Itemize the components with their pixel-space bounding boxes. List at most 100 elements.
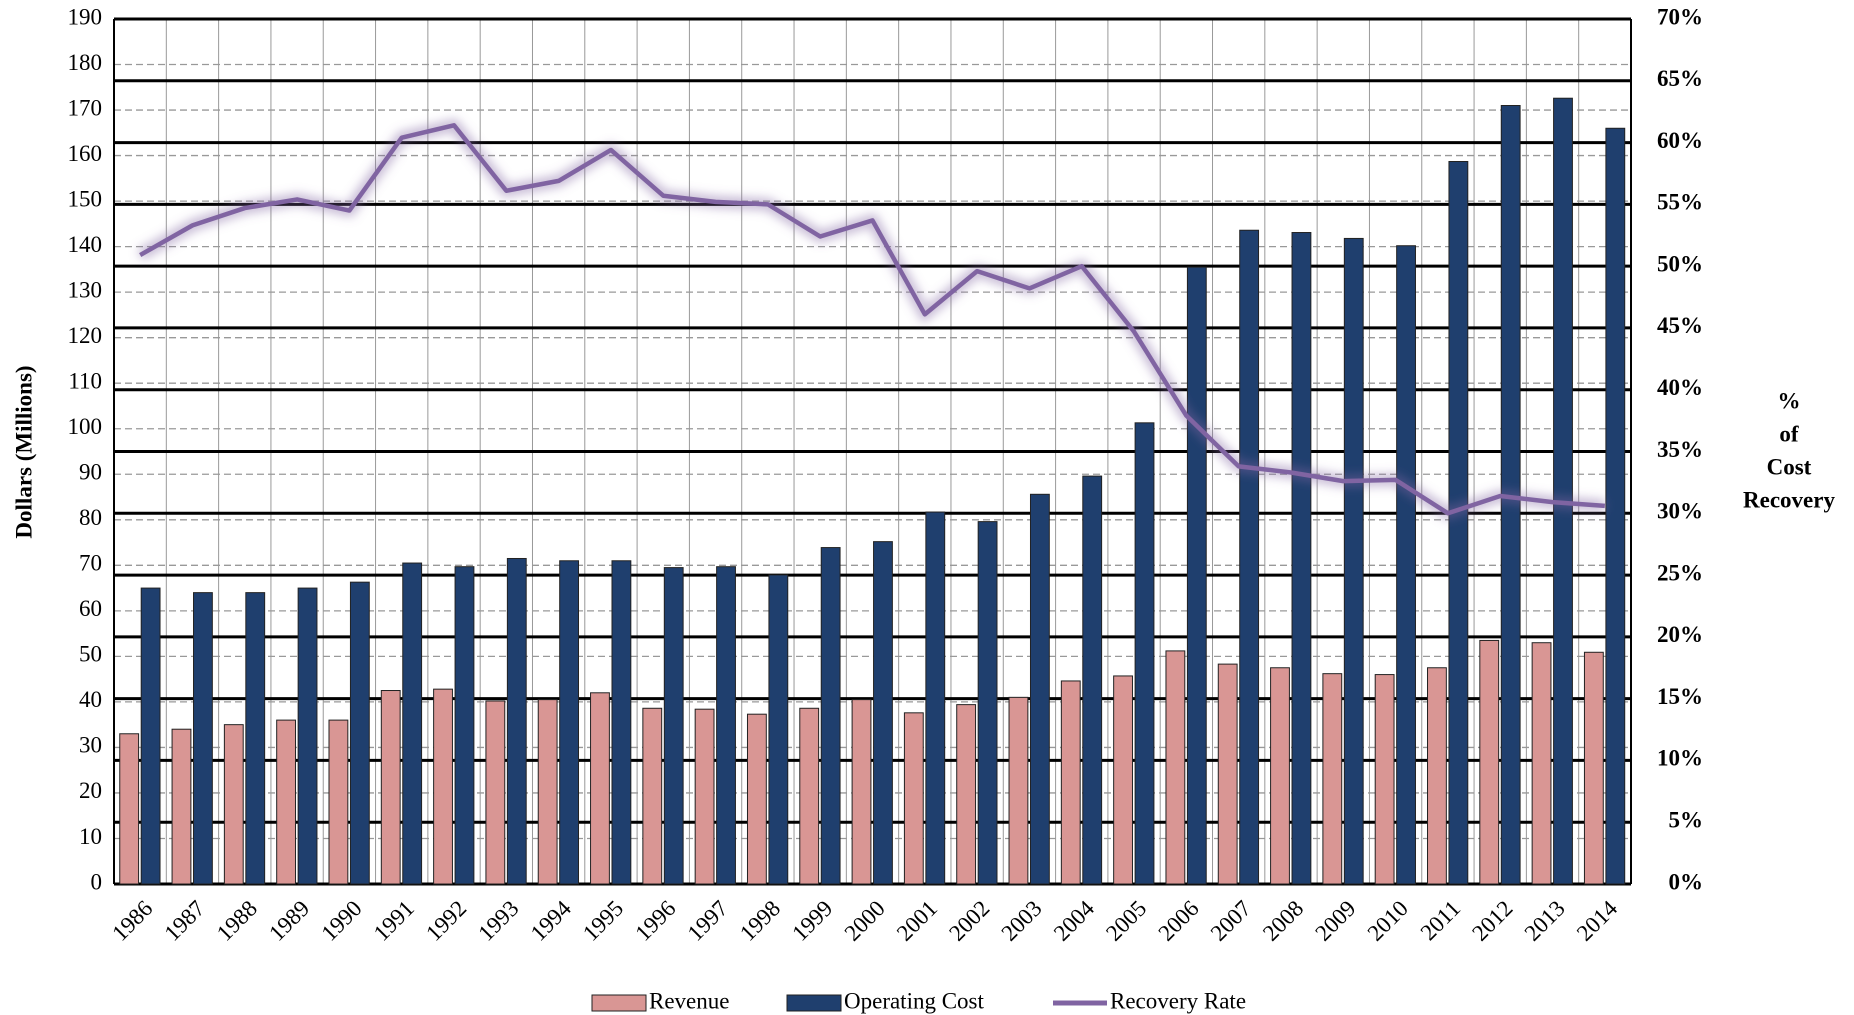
bar [297, 587, 318, 885]
x-tick-label: 1991 [369, 896, 419, 946]
y2-tick-label: 55% [1657, 190, 1703, 215]
bar [245, 592, 266, 885]
y-tick-label: 10 [79, 824, 102, 849]
x-tick-label: 2009 [1310, 896, 1360, 946]
bar [1270, 667, 1290, 885]
x-tick-label: 1989 [264, 896, 314, 946]
x-tick-label: 1990 [316, 896, 366, 946]
bar [349, 581, 370, 885]
bar [1583, 651, 1604, 885]
bar [799, 707, 820, 885]
bar [140, 587, 161, 885]
bar [1134, 422, 1155, 885]
y2-axis-title: Cost [1767, 454, 1812, 479]
y2-tick-label: 45% [1657, 313, 1703, 338]
y-tick-label: 130 [68, 277, 103, 302]
x-tick-label: 2011 [1416, 896, 1466, 946]
bar [820, 547, 841, 885]
y-tick-label: 140 [68, 232, 103, 257]
y-tick-label: 170 [68, 95, 103, 120]
bar [1291, 232, 1312, 885]
bar [1427, 667, 1447, 885]
bar [768, 574, 789, 885]
y-tick-label: 40 [79, 687, 102, 712]
bar [1343, 237, 1364, 885]
x-tick-label: 2006 [1153, 896, 1203, 946]
bar [506, 557, 527, 885]
legend-swatch [786, 994, 842, 1012]
x-tick-label: 1993 [473, 896, 523, 946]
y-tick-label: 20 [79, 778, 102, 803]
y-tick-label: 90 [79, 460, 102, 485]
bar [694, 708, 715, 885]
bar [1605, 127, 1626, 885]
bar [454, 566, 475, 885]
x-tick-label: 2008 [1258, 896, 1308, 946]
legend-label: Revenue [649, 988, 729, 1013]
x-tick-label: 1992 [421, 896, 471, 946]
bar [171, 728, 192, 885]
x-tick-label: 1998 [735, 896, 785, 946]
x-tick-label: 2014 [1572, 895, 1623, 946]
y-tick-label: 110 [68, 368, 102, 393]
y-tick-label: 50 [79, 642, 102, 667]
x-tick-label: 2012 [1467, 896, 1517, 946]
y-tick-label: 150 [68, 186, 103, 211]
bar [537, 699, 558, 885]
y-tick-label: 70 [79, 551, 102, 576]
bar [1374, 674, 1395, 885]
bar [1029, 493, 1050, 885]
y-axis-title: Dollars (Millions) [11, 365, 36, 538]
y2-tick-label: 40% [1657, 375, 1703, 400]
bar [276, 719, 297, 885]
x-tick-label: 2010 [1363, 896, 1413, 946]
bar [590, 692, 610, 885]
x-tick-label: 1986 [107, 896, 157, 946]
bar [1113, 675, 1133, 885]
legend-swatch [591, 994, 647, 1012]
x-tick-label: 2003 [996, 896, 1046, 946]
y2-tick-label: 25% [1657, 560, 1703, 585]
bar [1008, 696, 1029, 885]
bar [1082, 475, 1103, 885]
y-tick-label: 180 [68, 50, 103, 75]
bar [433, 688, 453, 885]
x-tick-label: 2013 [1520, 896, 1570, 946]
bar [1448, 160, 1469, 885]
y-tick-label: 120 [68, 323, 103, 348]
line [139, 123, 1605, 516]
x-tick-label: 1996 [630, 896, 680, 946]
y2-tick-label: 20% [1657, 622, 1703, 647]
bar [485, 700, 506, 885]
x-tick-label: 1988 [212, 896, 262, 946]
x-tick-label: 2005 [1101, 896, 1151, 946]
x-tick-label: 1994 [526, 895, 577, 946]
bar [716, 566, 736, 885]
bar [1322, 673, 1343, 885]
y2-tick-label: 5% [1669, 807, 1704, 832]
y2-axis-title: of [1779, 421, 1799, 446]
y-tick-label: 100 [68, 414, 103, 439]
y2-axis-title: Recovery [1743, 487, 1835, 512]
bar [1186, 266, 1207, 885]
bar [559, 560, 580, 885]
bar [193, 592, 213, 885]
y2-tick-label: 30% [1657, 499, 1703, 524]
bar [873, 541, 893, 885]
bar [1239, 229, 1260, 885]
bar [663, 567, 684, 885]
y-tick-label: 30 [79, 733, 102, 758]
x-tick-label: 1995 [578, 896, 628, 946]
bar [1479, 639, 1500, 885]
bar [1531, 642, 1552, 885]
legend-label: Operating Cost [844, 988, 985, 1013]
y-tick-label: 60 [79, 596, 102, 621]
bar [223, 724, 244, 885]
y2-tick-label: 65% [1657, 66, 1703, 91]
y2-axis-title: % [1778, 388, 1801, 413]
y-tick-label: 190 [68, 4, 103, 29]
bar [380, 690, 401, 885]
y2-tick-label: 60% [1657, 128, 1703, 153]
legend-label: Recovery Rate [1110, 988, 1246, 1013]
